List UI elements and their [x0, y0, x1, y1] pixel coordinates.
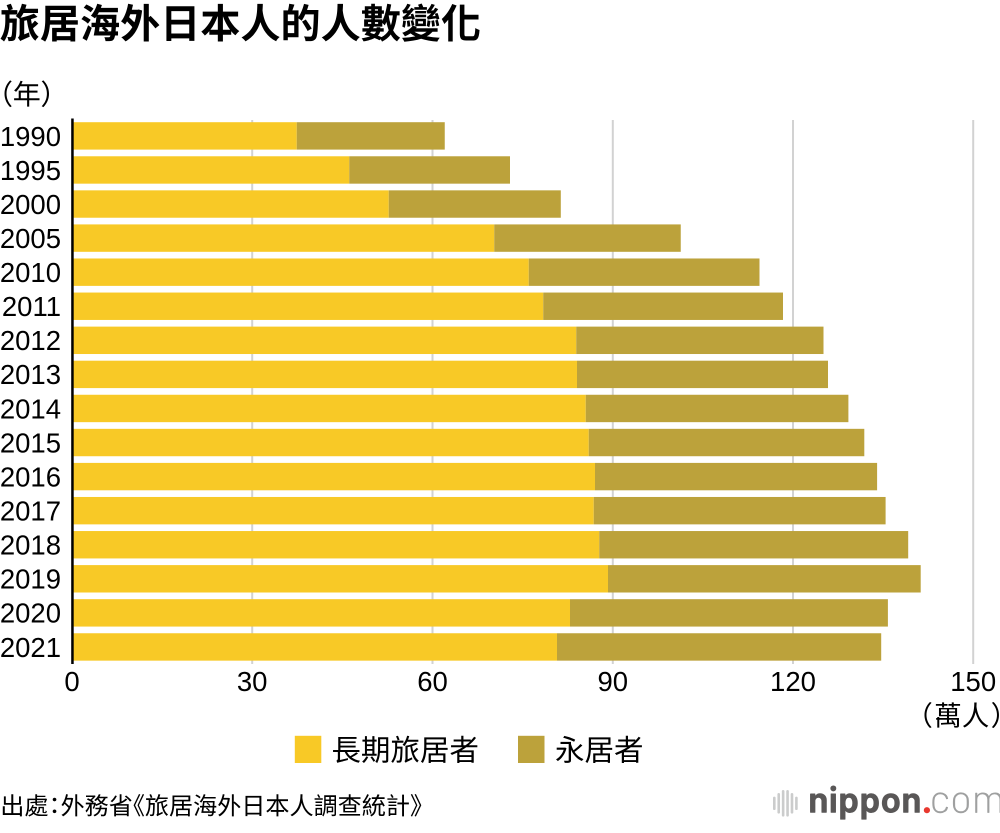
svg-text:0: 0 — [64, 666, 79, 697]
svg-text:1995: 1995 — [0, 155, 61, 186]
svg-text:2020: 2020 — [0, 598, 61, 629]
svg-text:2018: 2018 — [0, 530, 61, 561]
svg-text:2013: 2013 — [0, 359, 61, 390]
svg-text:2012: 2012 — [0, 325, 61, 356]
svg-text:2016: 2016 — [0, 461, 61, 492]
svg-text:2000: 2000 — [0, 189, 61, 220]
svg-text:60: 60 — [417, 666, 448, 697]
svg-text:90: 90 — [598, 666, 629, 697]
svg-text:2021: 2021 — [0, 632, 61, 663]
svg-text:2015: 2015 — [0, 427, 61, 458]
svg-text:2011: 2011 — [2, 291, 61, 322]
svg-text:120: 120 — [770, 666, 816, 697]
svg-text:2019: 2019 — [0, 564, 61, 595]
svg-text:2017: 2017 — [0, 496, 61, 527]
svg-text:2014: 2014 — [0, 393, 61, 424]
svg-text:2005: 2005 — [0, 223, 61, 254]
svg-text:1990: 1990 — [0, 121, 61, 152]
svg-text:30: 30 — [237, 666, 268, 697]
svg-text:2010: 2010 — [0, 257, 61, 288]
svg-text:150: 150 — [950, 666, 996, 697]
